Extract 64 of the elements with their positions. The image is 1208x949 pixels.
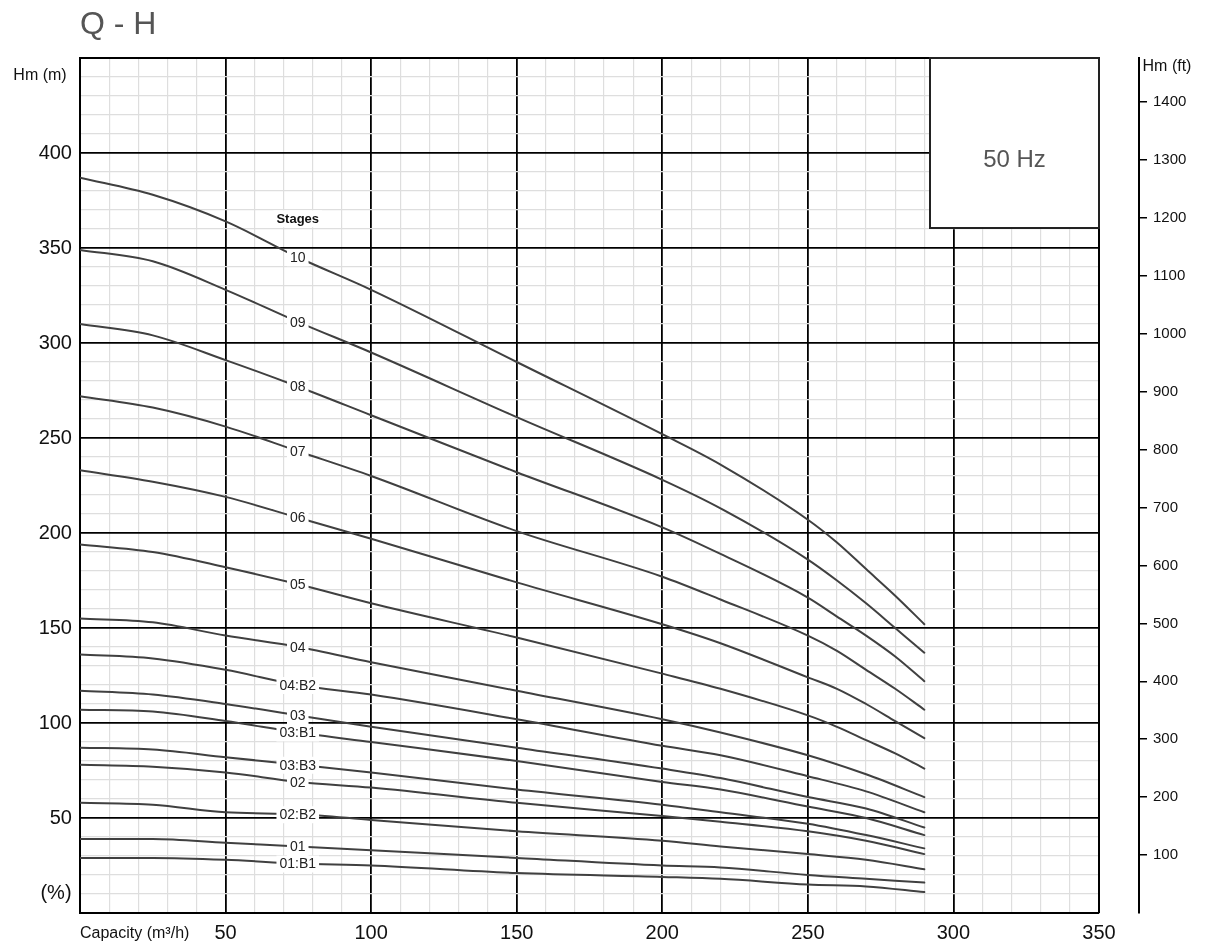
series-label: 03:B3: [279, 756, 317, 773]
series-label: 04:B2: [279, 676, 317, 693]
line-series: [80, 856, 926, 894]
x-tick-label: 100: [354, 920, 388, 943]
x-tick-label: 300: [936, 920, 971, 943]
y-tick-label: 250: [38, 425, 72, 448]
annotation: 50 Hz: [982, 145, 1047, 173]
x-tick-label: 250: [791, 920, 825, 943]
line-series: [80, 746, 926, 850]
series-label: 01: [289, 838, 306, 855]
series-label: 10: [289, 249, 306, 266]
y2-tick-label: 1300: [1153, 150, 1187, 168]
y2-tick-label: 1000: [1153, 323, 1187, 341]
line-series: [80, 248, 926, 654]
series-label: 01:B1: [279, 855, 317, 872]
y2-tick-label: 1100: [1153, 265, 1186, 283]
series-label: 09: [289, 313, 306, 330]
y2-tick-label: 200: [1153, 787, 1179, 805]
x-tick-label: 150: [500, 920, 534, 943]
y-tick-label: 350: [38, 235, 72, 258]
series-label: 06: [289, 509, 306, 526]
series-label: 02:B2: [279, 806, 317, 823]
x-tick-label: 50: [214, 920, 237, 943]
y2-tick-label: 600: [1153, 555, 1179, 573]
line-series: [80, 708, 926, 837]
y2-tick-label: 1200: [1153, 208, 1187, 226]
line-series: [80, 837, 926, 884]
y2-tick-label: 900: [1153, 381, 1179, 399]
line-series: [80, 543, 926, 770]
y2-tick-label: 700: [1153, 497, 1179, 515]
series-label: 03:B1: [279, 724, 317, 741]
series-label: 07: [289, 442, 306, 459]
text: (%): [40, 880, 72, 903]
x-tick-label: 350: [1082, 920, 1116, 943]
y2-tick-label: 400: [1153, 671, 1179, 689]
y2-tick-label: 1400: [1153, 92, 1187, 110]
y-tick-label: 200: [38, 520, 72, 543]
y-axis-title: Hm (m): [13, 66, 67, 84]
y2-tick-label: 800: [1153, 439, 1179, 457]
series-label: 08: [289, 378, 306, 395]
line-series: [80, 617, 926, 799]
legend-title: Stages: [276, 210, 320, 226]
line-series: [80, 395, 926, 711]
line-series: [80, 689, 926, 829]
series-label: 05: [289, 576, 306, 593]
x-tick-label: 200: [645, 920, 679, 943]
y-tick-label: 100: [38, 710, 72, 733]
series-label: 04: [289, 638, 306, 655]
x-axis-title: Capacity (m³/h): [80, 924, 190, 942]
y-tick-label: 150: [38, 615, 72, 638]
series-label: 03: [289, 707, 306, 724]
y-tick-label: 400: [38, 140, 72, 163]
line-series: [80, 801, 926, 871]
series-label: 02: [289, 773, 306, 790]
y-tick-label: 50: [49, 805, 72, 828]
line-series: [80, 469, 926, 740]
y-tick-label: 300: [38, 330, 72, 353]
line-series: [80, 176, 926, 626]
y2-axis-title: Hm (ft): [1142, 57, 1192, 75]
y2-tick-label: 300: [1153, 729, 1179, 747]
y2-tick-label: 100: [1153, 845, 1179, 863]
label-box: 50 Hz: [929, 57, 1100, 229]
chart-title: Q - H: [80, 4, 157, 41]
y2-tick-label: 500: [1153, 613, 1179, 631]
